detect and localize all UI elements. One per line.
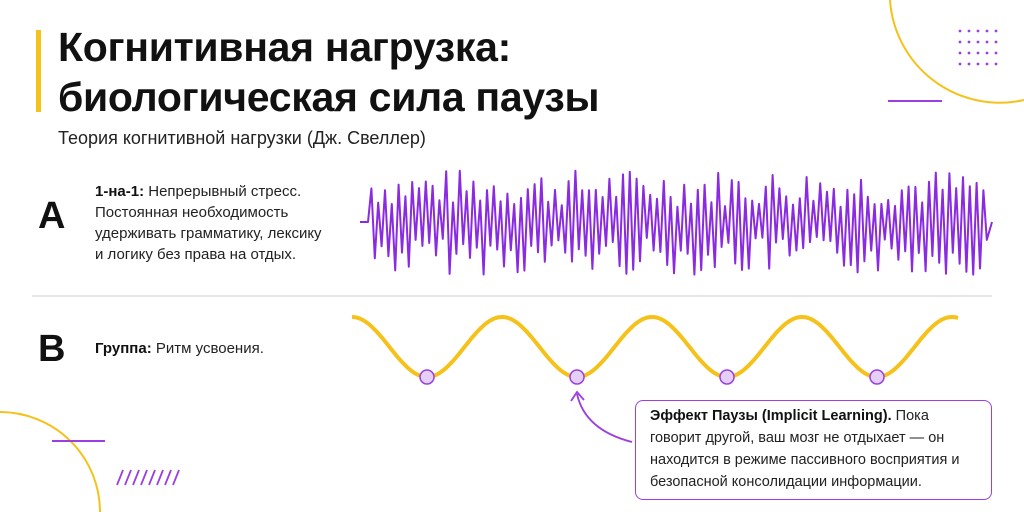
accent-bar [36,30,41,112]
dot [958,62,962,66]
dot [994,29,998,33]
dot [967,40,971,44]
section-letter: B [38,328,66,370]
pause-dot [569,369,585,385]
dot [994,51,998,55]
corner-arc [889,0,1024,104]
section-lead: Группа: [95,340,152,357]
slash-pattern [116,469,180,486]
callout-arrow [576,393,633,443]
subtitle: Теория когнитивной нагрузки (Дж. Свеллер… [58,128,426,148]
slash [164,469,172,486]
dot [958,40,962,44]
callout-lead: Эффект Паузы (Implicit Learning). [650,408,892,424]
dot [985,40,989,44]
pause-points [419,369,885,385]
dot [967,62,971,66]
pause-dot [719,369,735,385]
callout: Эффект Паузы (Implicit Learning). Пока г… [635,400,992,500]
dot [976,40,980,44]
section-description: Группа: Ритм усвоения. [95,338,330,359]
dot [976,62,980,66]
pause-dot [419,369,435,385]
dot [976,29,980,33]
slash [156,469,164,486]
dot [994,40,998,44]
dot [958,51,962,55]
slash [140,469,148,486]
slash [172,469,180,486]
slash [124,469,132,486]
section-letter: A [38,195,66,237]
callout-text: Пока говорит другой, ваш мозг не отдыхае… [650,408,960,490]
dot [985,62,989,66]
section-lead: 1-на-1: [95,183,145,200]
title-line: Когнитивная нагрузка: [58,24,511,70]
slash [148,469,156,486]
section-description: 1-на-1: Непрерывный стресс. Постоянная н… [95,181,330,265]
title-line: биологическая сила паузы [58,74,600,120]
title: Когнитивная нагрузка: биологическая сила… [58,22,599,122]
dot [967,29,971,33]
dot [958,29,962,33]
rhythm-wave [351,314,959,379]
pause-dot [869,369,885,385]
dot [976,51,980,55]
slash [116,469,124,486]
dot [985,29,989,33]
arrow-head [570,390,585,402]
stress-wave [360,169,993,276]
dot [994,62,998,66]
slash [132,469,140,486]
section-text: Непрерывный стресс. Постоянная необходим… [95,183,322,263]
corner-arc [0,411,101,512]
section-text: Ритм усвоения. [155,340,264,357]
dot-grid [958,29,998,66]
dot [985,51,989,55]
dot [967,51,971,55]
